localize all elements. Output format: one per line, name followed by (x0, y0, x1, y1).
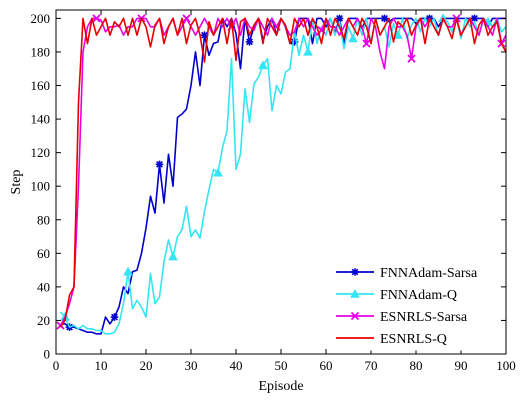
legend-label: ESNRLS-Q (380, 332, 447, 347)
y-tick-label: 0 (44, 347, 51, 362)
y-tick-label: 40 (37, 279, 50, 294)
y-tick-label: 120 (31, 145, 51, 160)
data-point-marker (213, 167, 223, 177)
data-point-marker (245, 38, 254, 46)
legend-label: FNNAdam-Sarsa (380, 266, 478, 281)
series-line (59, 17, 507, 328)
series-layer (56, 13, 507, 335)
legend-box (329, 257, 501, 351)
x-axis-label: Episode (258, 379, 303, 394)
data-point-marker (303, 46, 313, 56)
data-point-marker (110, 313, 119, 321)
ticks-layer: 0 10 20 30 40 50 60 70 80 90 100 0 20 40 60 80 100 120 140… (31, 10, 516, 373)
y-tick-label: 60 (37, 246, 50, 261)
y-tick-label: 140 (31, 112, 51, 127)
x-tick-label: 0 (53, 358, 60, 373)
x-tick-label: 90 (455, 358, 468, 373)
legend-marker (351, 268, 359, 276)
x-tick-label: 80 (410, 358, 423, 373)
x-tick-label: 20 (140, 358, 153, 373)
data-point-marker (407, 54, 416, 63)
legend: FNNAdam-Sarsa FNNAdam-Q ESNRLS-Sarsa ESNRLS… (329, 257, 501, 351)
legend-entry: FNNAdam-Sarsa (336, 266, 478, 281)
y-tick-label: 160 (31, 78, 51, 93)
series-esnrls-q (59, 17, 507, 328)
legend-label: FNNAdam-Q (380, 288, 457, 303)
data-point-marker (470, 14, 479, 23)
data-point-marker (92, 14, 101, 23)
data-point-marker (348, 33, 358, 43)
data-point-marker (168, 251, 178, 261)
legend-entry: ESNRLS-Q (336, 332, 447, 347)
data-point-marker (182, 14, 191, 23)
data-point-marker (200, 31, 209, 39)
data-point-marker (155, 160, 164, 169)
legend-marker (350, 288, 360, 298)
x-tick-label: 30 (185, 358, 198, 373)
y-tick-label: 100 (31, 179, 51, 194)
data-point-marker (123, 266, 133, 276)
y-tick-label: 20 (37, 313, 50, 328)
data-point-marker (290, 38, 299, 46)
legend-marker (350, 311, 360, 321)
x-tick-label: 100 (496, 358, 516, 373)
data-point-marker (362, 39, 371, 48)
x-tick-label: 40 (230, 358, 243, 373)
data-point-marker (335, 14, 344, 23)
data-point-marker (258, 60, 268, 70)
y-tick-label: 200 (31, 11, 51, 26)
x-tick-label: 60 (320, 358, 333, 373)
x-tick-label: 10 (95, 358, 108, 373)
y-tick-label: 180 (31, 44, 51, 59)
data-point-marker (393, 30, 403, 39)
legend-entry: FNNAdam-Q (336, 288, 457, 303)
legend-label: ESNRLS-Sarsa (380, 310, 468, 325)
x-tick-label: 50 (275, 358, 288, 373)
legend-entry: ESNRLS-Sarsa (336, 310, 468, 325)
y-axis-label: Step (9, 170, 24, 195)
data-point-marker (380, 14, 389, 23)
y-tick-label: 80 (37, 212, 50, 227)
x-tick-label: 70 (365, 358, 378, 373)
